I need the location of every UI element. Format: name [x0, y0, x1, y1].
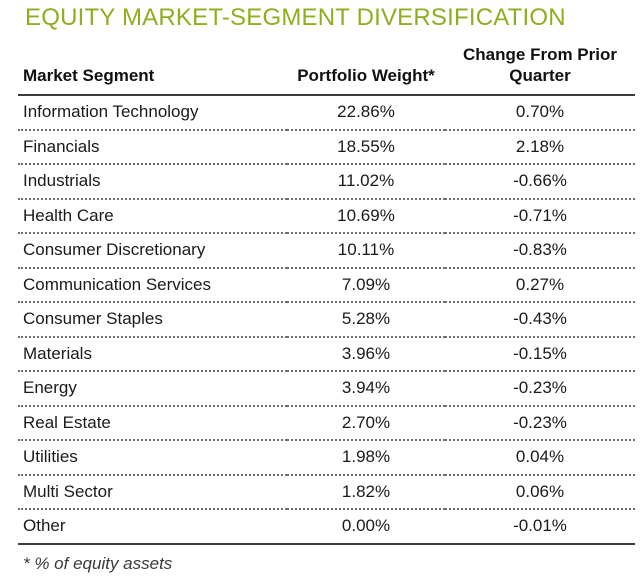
- change-cell: 0.04%: [515, 447, 565, 467]
- page-title: EQUITY MARKET-SEGMENT DIVERSIFICATION: [25, 4, 566, 31]
- change-cell: -0.71%: [513, 205, 567, 225]
- change-cell: -0.66%: [513, 171, 567, 191]
- segment-cell: Health Care: [23, 205, 114, 225]
- segment-cell: Real Estate: [23, 412, 111, 432]
- table-row: Communication Services 7.09% 0.27%: [18, 268, 635, 302]
- segment-cell: Consumer Staples: [23, 309, 163, 329]
- table-row: Health Care 10.69% -0.71%: [18, 199, 635, 233]
- segment-cell: Materials: [23, 343, 92, 363]
- weight-cell: 0.00%: [341, 516, 391, 536]
- change-cell: 0.27%: [515, 274, 565, 294]
- segment-cell: Information Technology: [23, 102, 199, 122]
- table-row: Real Estate 2.70% -0.23%: [18, 406, 635, 440]
- change-cell: 0.06%: [515, 481, 565, 501]
- segment-cell: Utilities: [23, 447, 78, 467]
- weight-cell: 18.55%: [337, 136, 395, 156]
- weight-cell: 7.09%: [341, 274, 391, 294]
- header-row: Market Segment Portfolio Weight* Change …: [18, 44, 635, 95]
- weight-cell: 3.96%: [341, 343, 391, 363]
- weight-cell: 10.69%: [337, 205, 395, 225]
- table-row: Other 0.00% -0.01%: [18, 509, 635, 544]
- column-header-change-from-prior-quarter: Change From Prior Quarter: [463, 45, 617, 85]
- table-row: Materials 3.96% -0.15%: [18, 337, 635, 371]
- change-cell: 2.18%: [515, 136, 565, 156]
- table-row: Industrials 11.02% -0.66%: [18, 164, 635, 199]
- segment-cell: Other: [23, 516, 66, 536]
- segment-cell: Multi Sector: [23, 481, 113, 501]
- segment-cell: Energy: [23, 378, 77, 398]
- change-cell: -0.23%: [513, 412, 567, 432]
- weight-cell: 2.70%: [341, 412, 391, 432]
- column-header-market-segment: Market Segment: [23, 66, 155, 85]
- weight-cell: 1.98%: [341, 447, 391, 467]
- weight-cell: 11.02%: [337, 171, 395, 191]
- segment-cell: Industrials: [23, 171, 101, 191]
- table-header: Market Segment Portfolio Weight* Change …: [18, 44, 635, 95]
- table-row: Utilities 1.98% 0.04%: [18, 440, 635, 475]
- change-cell: 0.70%: [515, 102, 565, 122]
- column-header-portfolio-weight: Portfolio Weight*: [297, 66, 435, 85]
- change-cell: -0.83%: [513, 240, 567, 260]
- footnote: * % of equity assets: [23, 553, 173, 573]
- segment-cell: Communication Services: [23, 274, 212, 294]
- change-cell: -0.43%: [513, 309, 567, 329]
- segment-cell: Consumer Discretionary: [23, 240, 206, 260]
- weight-cell: 1.82%: [341, 481, 391, 501]
- weight-cell: 3.94%: [341, 378, 391, 398]
- change-cell: -0.15%: [513, 343, 567, 363]
- market-segment-table: Market Segment Portfolio Weight* Change …: [18, 44, 635, 545]
- table-row: Information Technology 22.86% 0.70%: [18, 95, 635, 130]
- weight-cell: 10.11%: [337, 240, 395, 260]
- table-row: Multi Sector 1.82% 0.06%: [18, 475, 635, 509]
- weight-cell: 5.28%: [341, 309, 391, 329]
- table-row: Consumer Staples 5.28% -0.43%: [18, 302, 635, 337]
- table-row: Consumer Discretionary 10.11% -0.83%: [18, 233, 635, 268]
- weight-cell: 22.86%: [337, 102, 395, 122]
- change-cell: -0.01%: [513, 516, 567, 536]
- table-row: Financials 18.55% 2.18%: [18, 130, 635, 164]
- table-row: Energy 3.94% -0.23%: [18, 371, 635, 406]
- table-body: Information Technology 22.86% 0.70% Fina…: [18, 95, 635, 544]
- segment-cell: Financials: [23, 136, 100, 156]
- change-cell: -0.23%: [513, 378, 567, 398]
